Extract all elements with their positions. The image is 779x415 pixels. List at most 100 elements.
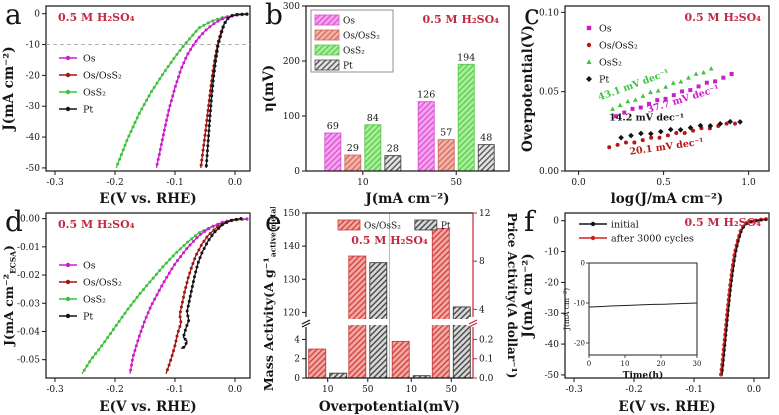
legend-item-pt: Pt	[59, 105, 93, 116]
bar-pt-left-10	[329, 372, 348, 379]
electrolyte-label: 0.5 M H₂SO₄	[684, 216, 761, 229]
svg-text:Pt: Pt	[343, 62, 353, 72]
svg-text:0.0: 0.0	[747, 385, 762, 395]
axes: -0.3 -0.2 -0.1 0.0 0 -10 -20 -30 -40 -50 E(V vs. R…	[1, 5, 251, 207]
panel-a-letter: a	[5, 0, 22, 31]
electrolyte-label: 0.5 M H₂SO₄	[58, 11, 135, 24]
svg-text:4: 4	[479, 305, 485, 315]
svg-text:20.1 mV dec⁻¹: 20.1 mV dec⁻¹	[629, 136, 705, 157]
panel-d-letter: d	[5, 207, 23, 238]
svg-text:OsS₂: OsS₂	[599, 58, 622, 69]
svg-text:log(J/mA cm⁻²): log(J/mA cm⁻²)	[611, 191, 724, 207]
svg-text:Pt: Pt	[599, 75, 609, 86]
axes: -0.3 -0.2 -0.1 0.0 0 -10 -20 -30 -40 -50 E(V vs. R…	[520, 212, 770, 415]
svg-text:48: 48	[480, 133, 492, 144]
svg-text:140: 140	[283, 242, 300, 252]
electrolyte-label: 0.5 M H₂SO₄	[58, 218, 135, 231]
tafel-slope-label-os-oss: 20.1 mV dec⁻¹	[629, 136, 705, 157]
svg-text:0.1: 0.1	[479, 355, 493, 365]
svg-text:J(mA cm⁻²ECSA): J(mA cm⁻²ECSA)	[1, 245, 18, 347]
svg-text:Os/OsS₂: Os/OsS₂	[599, 41, 638, 52]
series	[719, 217, 768, 377]
series-pt	[180, 217, 243, 349]
legend: Os Os/OsS₂ OsS₂ Pt	[59, 54, 122, 116]
axes: -0.3 -0.2 -0.1 0.0 0.00 -0.01 -0.02 -0.03 -0.04 -…	[1, 212, 251, 415]
series-os	[155, 12, 249, 169]
series: 37.7 mV dec⁻¹20.1 mV dec⁻¹43.1 mV dec⁻¹1…	[597, 66, 743, 158]
svg-text:Pt: Pt	[83, 312, 93, 323]
svg-text:0.00: 0.00	[539, 167, 559, 177]
svg-text:0.0: 0.0	[479, 374, 494, 384]
svg-text:-10: -10	[26, 41, 41, 51]
svg-text:0.5 M H₂SO₄: 0.5 M H₂SO₄	[422, 13, 499, 26]
legend-item-pt: Pt	[414, 219, 451, 232]
svg-text:0.5 M H₂SO₄: 0.5 M H₂SO₄	[58, 11, 135, 24]
svg-text:100: 100	[283, 112, 300, 122]
svg-text:-50: -50	[26, 164, 41, 174]
stability-inset: 0 10 20 30 0 -10 -20 Time(h) J(mA cm⁻²)	[562, 260, 701, 382]
bar-oss-10: 84	[364, 113, 382, 172]
legend-item-pt: Pt	[586, 75, 609, 86]
legend-item-os-oss: Os/OsS₂	[314, 29, 380, 42]
svg-text:0: 0	[553, 217, 559, 227]
series-pt	[204, 12, 249, 168]
svg-text:0: 0	[581, 260, 585, 268]
svg-text:Overpotential(V): Overpotential(V)	[520, 25, 536, 152]
svg-text:-40: -40	[545, 340, 560, 350]
svg-text:0.2: 0.2	[479, 335, 493, 345]
bar-os-oss-50: 57	[437, 128, 455, 172]
svg-text:-40: -40	[26, 133, 41, 143]
svg-text:300: 300	[283, 2, 300, 12]
panel-c-letter: c	[524, 0, 540, 31]
svg-text:10: 10	[621, 360, 630, 368]
tafel-slope-label-pt: 14.2 mV dec⁻¹	[609, 113, 684, 124]
svg-text:0: 0	[294, 167, 300, 177]
bar-os-oss-right-10	[391, 340, 410, 379]
svg-text:-20: -20	[574, 340, 585, 348]
legend-item-os: Os	[314, 14, 355, 27]
series-oss	[610, 66, 714, 111]
bar-os-oss-right-50	[431, 228, 450, 379]
electrolyte-label: 0.5 M H₂SO₄	[684, 11, 761, 24]
panel-b-letter: b	[265, 0, 283, 31]
svg-text:OsS₂: OsS₂	[83, 88, 106, 99]
svg-text:Mass Activity(A g⁻¹active meta: Mass Activity(A g⁻¹active metal)	[261, 207, 278, 391]
bar-os-oss-left-10	[308, 348, 327, 379]
panel-a-plot: -0.3 -0.2 -0.1 0.0 0 -10 -20 -30 -40 -50 E(V vs. R…	[1, 5, 251, 207]
svg-text:-0.1: -0.1	[166, 385, 183, 395]
bar-pt-50: 48	[477, 133, 495, 172]
axis-break-mark	[468, 317, 478, 328]
svg-text:J(mA cm⁻²): J(mA cm⁻²)	[1, 46, 17, 131]
svg-text:50: 50	[362, 385, 374, 395]
svg-text:E(V vs. RHE): E(V vs. RHE)	[99, 191, 196, 207]
svg-text:10: 10	[322, 385, 334, 395]
svg-text:OsS₂: OsS₂	[343, 47, 365, 57]
svg-text:-0.3: -0.3	[565, 385, 583, 395]
axes: 0 100 200 300 10 50J(mA cm⁻²) η(mV)	[261, 2, 510, 207]
bar-oss-50: 194	[457, 52, 475, 172]
svg-text:η(mV): η(mV)	[261, 65, 277, 112]
legend: initial after 3000 cycles	[579, 220, 694, 245]
series	[81, 217, 249, 375]
panel-b: b 69 29 84 28 126 57 194 48 0 100 200 300 10 50 J(mA c…	[260, 0, 519, 207]
svg-text:1.0: 1.0	[741, 178, 756, 188]
svg-text:-0.05: -0.05	[17, 356, 40, 366]
legend-item-oss: OsS₂	[314, 44, 365, 57]
svg-text:Os/OsS₂: Os/OsS₂	[364, 222, 401, 232]
svg-text:initial: initial	[611, 220, 639, 231]
svg-text:0: 0	[587, 360, 591, 368]
svg-text:12: 12	[479, 209, 490, 219]
legend: Os Os/OsS₂ OsS₂ Pt	[59, 261, 122, 323]
svg-text:after 3000 cycles: after 3000 cycles	[611, 234, 694, 245]
legend-item-os-oss: Os/OsS₂	[59, 278, 122, 289]
panel-f: f -0.3 -0.2 -0.1 0.0 0 -10 -20 -30 -40 -50 E(V vs.…	[519, 207, 779, 415]
axes: 0 2 4 120 130 140 150 0.0 0.1 0.2 4 8 12 10 50 10 50 Over…	[261, 207, 519, 415]
svg-text:-0.02: -0.02	[17, 271, 40, 281]
svg-text:120: 120	[283, 308, 300, 318]
series-oss	[81, 217, 249, 375]
bar-os-50: 126	[417, 90, 435, 172]
svg-text:Price Activity(A dollar⁻¹): Price Activity(A dollar⁻¹)	[505, 213, 519, 379]
svg-text:50: 50	[446, 385, 458, 395]
legend: Os/OsS₂ Pt	[337, 219, 451, 232]
